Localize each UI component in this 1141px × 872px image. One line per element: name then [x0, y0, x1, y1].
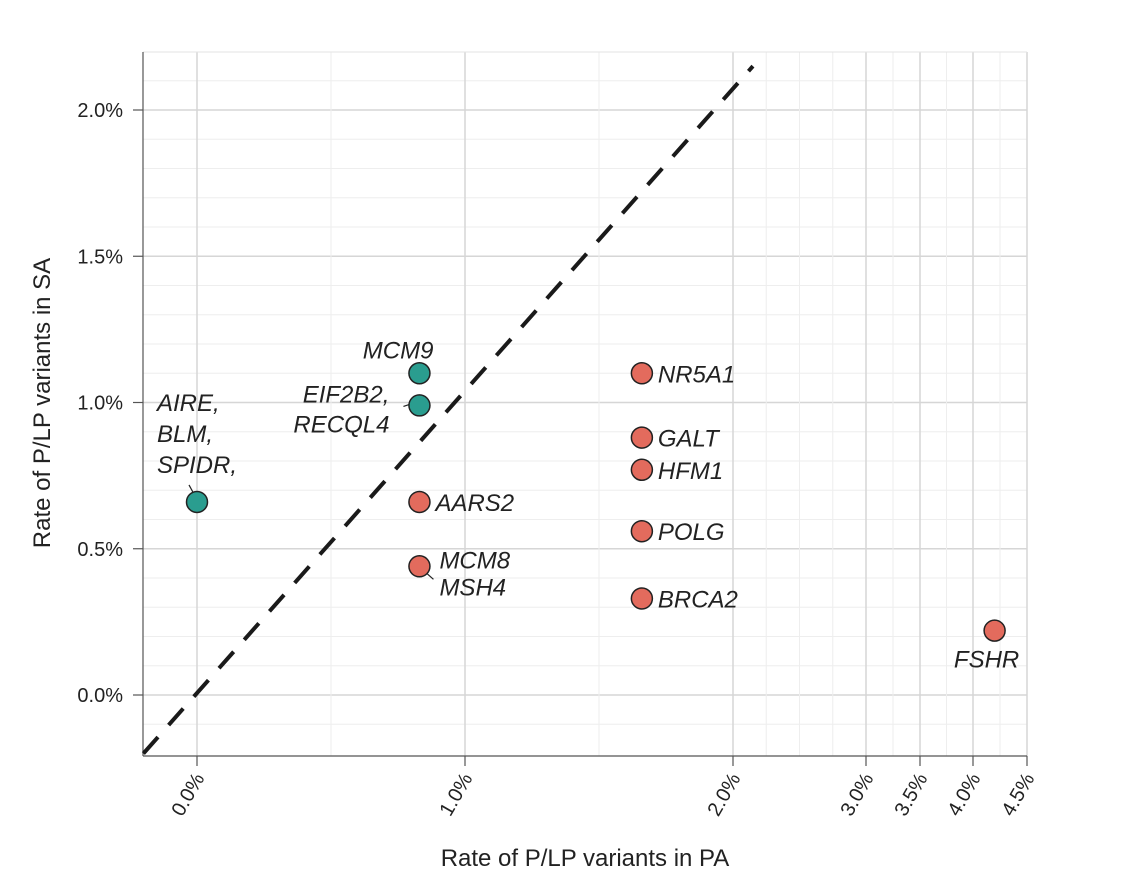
x-tick-label: 1.0% — [435, 769, 477, 820]
x-ticks: 0.0% 1.0% 2.0% 3.0% 3.5% 4.0% 4.5% — [167, 756, 1039, 820]
point-label-galt: GALT — [658, 426, 721, 453]
data-point-fshr — [983, 619, 1006, 642]
data-point-nr5a1 — [630, 362, 654, 385]
point-label-line: MCM8 — [439, 547, 510, 574]
x-tick-label: 3.5% — [890, 769, 932, 820]
point-label-line: BRCA2 — [658, 586, 738, 613]
y-tick-label: 1.5% — [77, 246, 123, 268]
point-labels: AIRE, BLM, SPIDR, MCM9 EIF2B2, RECQL4 AARS2 MCM… — [155, 337, 1019, 673]
data-point-hfm1 — [630, 458, 654, 482]
x-tick-label: 2.0% — [703, 769, 745, 820]
point-label-line: EIF2B2, — [303, 381, 390, 408]
point-label-eif2b2: EIF2B2, RECQL4 — [293, 381, 389, 438]
point-label-aire: AIRE, BLM, SPIDR, — [155, 390, 237, 479]
data-point-mcm8 — [408, 555, 431, 578]
data-point-eif2b2 — [408, 394, 431, 417]
point-label-polg: POLG — [658, 519, 725, 546]
data-point-brca2 — [630, 587, 654, 610]
data-point-polg — [630, 519, 654, 543]
point-label-line: NR5A1 — [658, 361, 735, 388]
data-point-mcm9 — [408, 362, 431, 385]
point-label-line: GALT — [658, 426, 721, 453]
point-label-mcm8: MCM8 MSH4 — [439, 547, 510, 601]
data-points — [185, 362, 1006, 642]
y-tick-label: 0.5% — [77, 539, 123, 561]
point-label-line: AARS2 — [433, 490, 514, 517]
point-label-line: MSH4 — [439, 574, 506, 601]
y-tick-label: 1.0% — [77, 393, 123, 415]
data-point-galt — [630, 426, 654, 449]
point-label-fshr: FSHR — [954, 647, 1019, 674]
point-label-mcm9: MCM9 — [363, 337, 434, 364]
y-tick-label: 2.0% — [77, 100, 123, 122]
x-tick-label: 0.0% — [167, 769, 209, 820]
y-tick-label: 0.0% — [77, 685, 123, 707]
point-label-hfm1: HFM1 — [658, 458, 723, 485]
y-axis-title: Rate of P/LP variants in SA — [29, 258, 56, 548]
point-label-line: SPIDR, — [157, 452, 237, 479]
data-point-aire — [185, 490, 209, 514]
x-tick-label: 3.0% — [836, 769, 878, 820]
point-label-line: FSHR — [954, 647, 1019, 674]
reference-diagonal-line — [141, 64, 755, 755]
point-label-line: RECQL4 — [293, 411, 389, 438]
data-point-aars2 — [408, 490, 431, 514]
point-label-line: POLG — [658, 519, 725, 546]
point-label-line: BLM, — [157, 421, 213, 448]
x-axis-title: Rate of P/LP variants in PA — [441, 845, 730, 872]
point-label-line: MCM9 — [363, 337, 434, 364]
y-ticks: 0.0% 0.5% 1.0% 1.5% 2.0% — [77, 100, 143, 707]
point-label-line: HFM1 — [658, 458, 723, 485]
point-label-line: AIRE, — [155, 390, 220, 417]
point-label-brca2: BRCA2 — [658, 586, 738, 613]
x-tick-label: 4.5% — [997, 769, 1039, 820]
grid — [143, 51, 1028, 756]
axes — [142, 52, 1027, 757]
point-label-aars2: AARS2 — [433, 490, 514, 517]
point-label-nr5a1: NR5A1 — [658, 361, 735, 388]
x-tick-label: 4.0% — [943, 769, 985, 820]
